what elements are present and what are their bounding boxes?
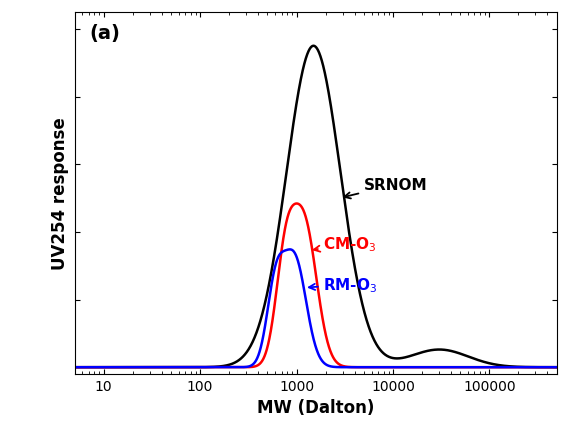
Text: CM-O$_3$: CM-O$_3$ [314, 235, 377, 253]
Text: RM-O$_3$: RM-O$_3$ [309, 275, 378, 294]
Text: (a): (a) [89, 24, 120, 43]
Y-axis label: UV254 response: UV254 response [51, 117, 69, 270]
Text: SRNOM: SRNOM [344, 178, 428, 199]
X-axis label: MW (Dalton): MW (Dalton) [257, 399, 374, 416]
